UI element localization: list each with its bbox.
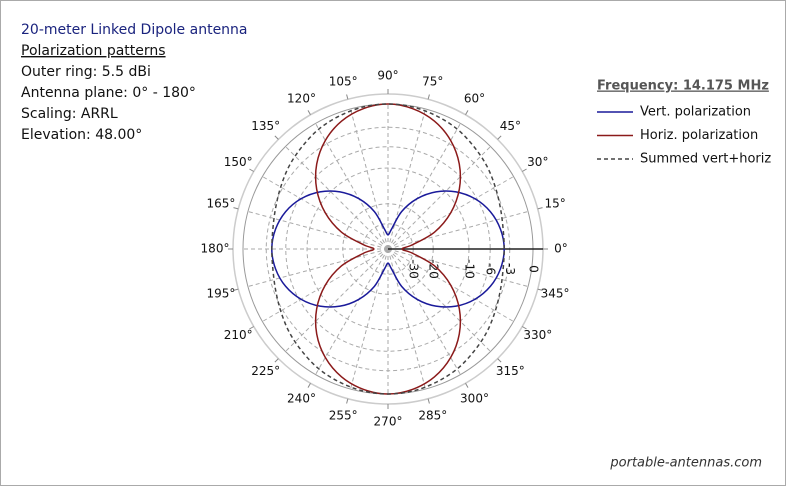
info-line: Outer ring: 5.5 dBi — [21, 64, 151, 80]
info-line: Elevation: 48.00° — [21, 127, 142, 143]
angle-label: 60° — [464, 92, 485, 106]
angle-tick — [427, 94, 430, 100]
radial-grid-line — [387, 123, 461, 250]
angle-label: 240° — [287, 391, 316, 405]
angle-tick — [537, 207, 543, 210]
angle-tick — [274, 358, 279, 363]
legend-label: Horiz. polarization — [640, 128, 758, 143]
angle-label: 195° — [206, 286, 235, 300]
angle-tick — [427, 398, 430, 404]
angle-label: 90° — [377, 69, 398, 83]
angle-label: 150° — [224, 155, 253, 169]
angle-label: 75° — [422, 74, 443, 88]
angle-tick — [521, 326, 527, 330]
radial-grid-line — [285, 146, 389, 250]
angle-label: 0° — [554, 242, 568, 256]
radial-grid-line — [387, 210, 529, 250]
angle-label: 120° — [287, 92, 316, 106]
radial-grid-line — [315, 248, 389, 375]
footer: portable-antennas.com — [609, 456, 762, 471]
pattern-line — [271, 103, 505, 395]
radial-grid-line — [387, 108, 427, 250]
angle-label: 345° — [541, 286, 570, 300]
r-tick-label: 0 — [527, 265, 541, 273]
radial-grid-line — [285, 248, 389, 352]
info-line: Scaling: ARRL — [21, 106, 118, 122]
angle-tick — [249, 326, 255, 330]
radial-grid-line — [387, 146, 491, 250]
angle-tick — [497, 358, 502, 363]
legend-title: Frequency: 14.175 MHz — [597, 79, 769, 94]
radial-grid-line — [247, 210, 389, 250]
angle-label: 105° — [329, 74, 358, 88]
angle-tick — [307, 382, 311, 388]
angle-tick — [233, 288, 239, 291]
angle-tick — [274, 135, 279, 140]
angle-label: 225° — [251, 364, 280, 378]
chart-title: 20-meter Linked Dipole antenna — [21, 22, 248, 38]
r-tick-label: -30 — [407, 259, 421, 279]
angle-tick — [497, 135, 502, 140]
angle-label: 270° — [374, 415, 403, 429]
pattern-line — [314, 103, 462, 395]
radial-grid-line — [387, 248, 427, 390]
angle-label: 15° — [544, 197, 565, 211]
angle-label: 210° — [224, 328, 253, 342]
angle-label: 255° — [329, 409, 358, 423]
legend-label: Summed vert+horiz — [640, 152, 771, 167]
angle-tick — [465, 382, 469, 388]
radial-grid-line — [247, 248, 389, 288]
radial-grid-line — [387, 248, 461, 375]
angle-label: 285° — [418, 409, 447, 423]
r-tick-label: -10 — [462, 259, 476, 279]
angle-tick — [249, 168, 255, 172]
angle-label: 30° — [527, 155, 548, 169]
angle-tick — [465, 110, 469, 116]
radial-grid-line — [315, 123, 389, 250]
angle-label: 45° — [500, 119, 521, 133]
angle-label: 315° — [496, 364, 525, 378]
radial-grid-line — [387, 248, 529, 288]
r-tick-label: -3 — [503, 263, 517, 275]
chart-subtitle: Polarization patterns — [21, 43, 166, 59]
angle-label: 300° — [460, 391, 489, 405]
radial-grid-line — [349, 108, 389, 250]
radial-grid-line — [387, 248, 491, 352]
info-line: Antenna plane: 0° - 180° — [21, 85, 196, 101]
angle-label: 165° — [206, 197, 235, 211]
angle-tick — [346, 398, 349, 404]
angle-tick — [307, 110, 311, 116]
r-tick-label: -20 — [427, 259, 441, 279]
angle-tick — [346, 94, 349, 100]
radial-grid-line — [349, 248, 389, 390]
r-tick-label: -6 — [484, 263, 498, 275]
angle-tick — [521, 168, 527, 172]
angle-label: 180° — [201, 242, 230, 256]
angle-label: 330° — [523, 328, 552, 342]
angle-tick — [233, 207, 239, 210]
angle-tick — [537, 288, 543, 291]
angle-label: 135° — [251, 119, 280, 133]
legend-label: Vert. polarization — [640, 105, 751, 120]
